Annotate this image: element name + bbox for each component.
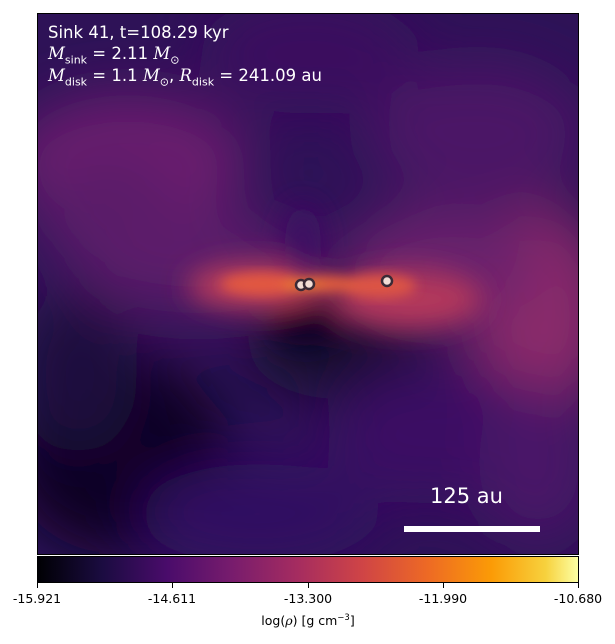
colorbar-tick xyxy=(37,583,38,588)
scale-bar-label: 125 au xyxy=(430,484,503,508)
colorbar-tick-label: -15.921 xyxy=(12,591,62,606)
colorbar xyxy=(37,556,579,583)
density-map: Sink 41, t=108.29 kyr Msink = 2.11 M⊙ Md… xyxy=(37,13,579,555)
sink-marker xyxy=(380,274,394,288)
sink-markers xyxy=(294,274,394,292)
density-field xyxy=(38,14,578,554)
colorbar-tick xyxy=(308,583,309,588)
sink-marker xyxy=(302,277,316,291)
colorbar-label: log(ρ) [g cm−3] xyxy=(261,613,355,629)
sink-mass-label: Msink = 2.11 M⊙ xyxy=(48,44,180,67)
colorbar-tick xyxy=(443,583,444,588)
colorbar-tick-label: -14.611 xyxy=(147,591,197,606)
disk-properties-label: Mdisk = 1.1 M⊙, Rdisk = 241.09 au xyxy=(48,66,322,89)
colorbar-tick-label: -13.300 xyxy=(283,591,333,606)
colorbar-tick-label: -10.680 xyxy=(553,591,603,606)
sink-title: Sink 41, t=108.29 kyr xyxy=(48,23,229,42)
colorbar-tick xyxy=(172,583,173,588)
colorbar-tick xyxy=(578,583,579,588)
scale-bar xyxy=(404,526,540,532)
colorbar-tick-label: -11.990 xyxy=(418,591,468,606)
